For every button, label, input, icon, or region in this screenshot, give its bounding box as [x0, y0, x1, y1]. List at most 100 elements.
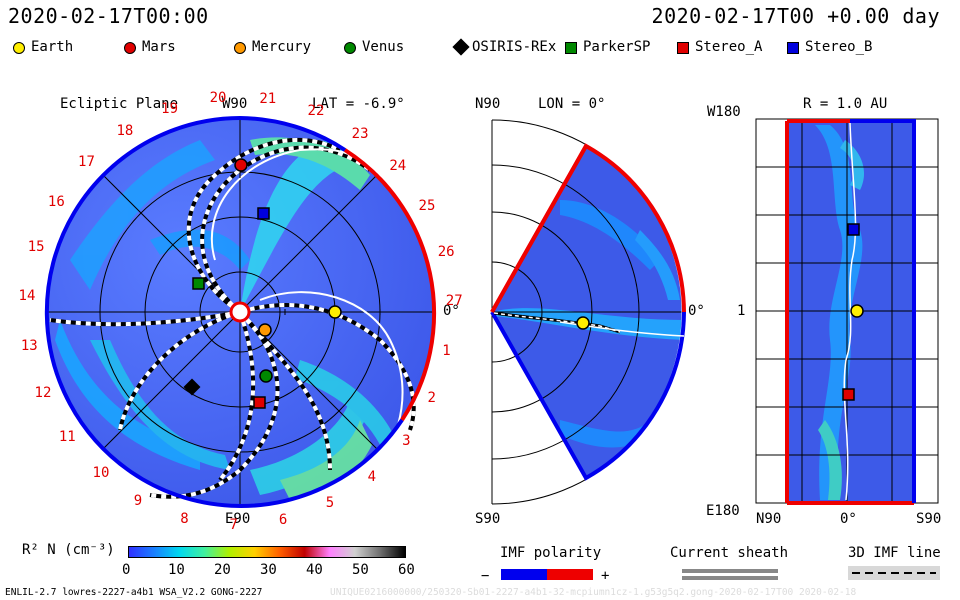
carrington-label: 9	[133, 493, 143, 510]
carrington-label: 20	[209, 90, 227, 107]
meridional-lon-label: LON = 0°	[538, 96, 606, 112]
radial-stereo-b-marker-icon	[847, 223, 860, 236]
current-sheath-label: Current sheath	[670, 545, 789, 561]
earth-marker-icon	[13, 42, 25, 54]
legend-mars-label: Mars	[142, 39, 176, 55]
stereo-a-marker-icon	[253, 396, 266, 409]
mercury-marker-icon	[258, 323, 272, 337]
meridional-bottom-label: S90	[475, 511, 501, 527]
carrington-label: 13	[20, 337, 38, 354]
imf-polarity-plus: +	[601, 568, 610, 584]
colorbar-tick-label: 10	[168, 562, 185, 578]
mars-marker-icon	[234, 158, 248, 172]
ecliptic-lat-label: LAT = -6.9°	[312, 96, 405, 112]
parker-sp-marker-icon	[192, 277, 205, 290]
colorbar-tick-label: 0	[122, 562, 131, 578]
imf-negative-swatch	[501, 569, 547, 580]
mercury-marker-icon	[234, 42, 246, 54]
carrington-label: 17	[78, 154, 95, 171]
radial-top-label: W180	[707, 104, 741, 120]
colorbar	[128, 546, 406, 558]
stereo-a-marker-icon	[677, 42, 689, 54]
parker-sp-marker-icon	[565, 42, 577, 54]
imf-positive-swatch	[547, 569, 593, 580]
carrington-label: 8	[180, 510, 189, 527]
legend-stereo-a-label: Stereo_A	[695, 39, 763, 55]
radial-title: R = 1.0 AU	[803, 96, 888, 112]
legend-stereo-b-label: Stereo_B	[805, 39, 873, 55]
stereo-b-marker-icon	[257, 207, 270, 220]
mars-marker-icon	[124, 42, 136, 54]
carrington-label: 22	[307, 102, 325, 119]
carrington-label: 11	[58, 428, 76, 445]
date-time-right: 2020-02-17T00 +0.00 day	[651, 4, 940, 28]
carrington-label: 2	[427, 390, 436, 407]
legend-osiris-rex-label: OSIRIS-REx	[472, 39, 557, 55]
imf-line-swatch	[848, 566, 940, 580]
carrington-label: 4	[367, 468, 377, 485]
imf-line-label: 3D IMF line	[848, 545, 941, 561]
date-time-left: 2020-02-17T00:00	[8, 4, 209, 28]
colorbar-tick-label: 40	[306, 562, 323, 578]
sun-icon	[229, 301, 251, 323]
carrington-label: 26	[437, 244, 455, 260]
imf-polarity-label: IMF polarity	[500, 545, 602, 561]
density-structures	[55, 136, 400, 500]
radial-x-left: N90	[756, 511, 782, 527]
carrington-label: 24	[389, 157, 407, 174]
radial-bottom-label: E180	[706, 503, 740, 519]
radial-mid-label: 1	[737, 303, 746, 319]
carrington-label: 18	[116, 122, 134, 139]
carrington-label: 10	[92, 465, 110, 482]
footer-left: ENLIL-2.7 lowres-2227-a4b1 WSA_V2.2 GONG…	[5, 587, 263, 598]
carrington-label: 15	[27, 239, 45, 256]
carrington-label: 7	[229, 516, 238, 533]
colorbar-tick-label: 30	[260, 562, 277, 578]
carrington-label: 14	[18, 288, 36, 305]
carrington-label: 5	[325, 495, 335, 512]
ecliptic-right-label: 0°	[443, 303, 460, 319]
polarity-rim	[44, 116, 437, 508]
radial-stereo-a-marker-icon	[842, 388, 855, 401]
legend-parker-sp-label: ParkerSP	[583, 39, 651, 55]
meridional-top-label: N90	[475, 96, 501, 112]
carrington-label: 19	[161, 101, 178, 118]
ecliptic-ticks	[239, 172, 381, 315]
carrington-label: 6	[278, 511, 288, 528]
colorbar-tick-label: 50	[352, 562, 369, 578]
meridional-right-label: 0°	[688, 303, 705, 319]
ecliptic-bottom-label: E90	[225, 511, 251, 527]
current-sheath-lines	[210, 148, 404, 426]
ecliptic-top-label: W90	[222, 96, 248, 112]
radial-earth-marker-icon	[850, 304, 864, 318]
imf-polarity-minus: −	[481, 568, 490, 584]
carrington-label: 1	[442, 342, 451, 359]
legend-mercury-label: Mercury	[252, 39, 312, 55]
osiris-rex-marker-icon	[183, 378, 201, 396]
radial-x-right: S90	[916, 511, 942, 527]
meridional-earth-marker-icon	[576, 316, 590, 330]
colorbar-tick-label: 60	[398, 562, 415, 578]
earth-marker-icon	[328, 305, 342, 319]
current-sheath-swatch-top	[682, 569, 778, 573]
carrington-label: 16	[47, 193, 65, 210]
venus-marker-icon	[259, 369, 273, 383]
colorbar-label: R² N (cm⁻³)	[22, 542, 115, 558]
carrington-label: 12	[34, 385, 52, 402]
stereo-b-marker-icon	[787, 42, 799, 54]
carrington-label: 3	[402, 432, 411, 449]
carrington-label: 25	[418, 198, 436, 215]
legend-earth-label: Earth	[31, 39, 74, 55]
venus-marker-icon	[344, 42, 356, 54]
radial-x-mid: 0°	[840, 511, 857, 527]
legend-venus-label: Venus	[362, 39, 405, 55]
carrington-label: 23	[351, 125, 369, 142]
carrington-label: 21	[259, 90, 277, 107]
colorbar-tick-label: 20	[214, 562, 231, 578]
footer-right: UNIQUE0216000000/250320-Sb01-2227-a4b1-3…	[330, 587, 857, 598]
current-sheath-swatch-bottom	[682, 576, 778, 580]
ecliptic-title: Ecliptic Plane	[60, 96, 179, 112]
